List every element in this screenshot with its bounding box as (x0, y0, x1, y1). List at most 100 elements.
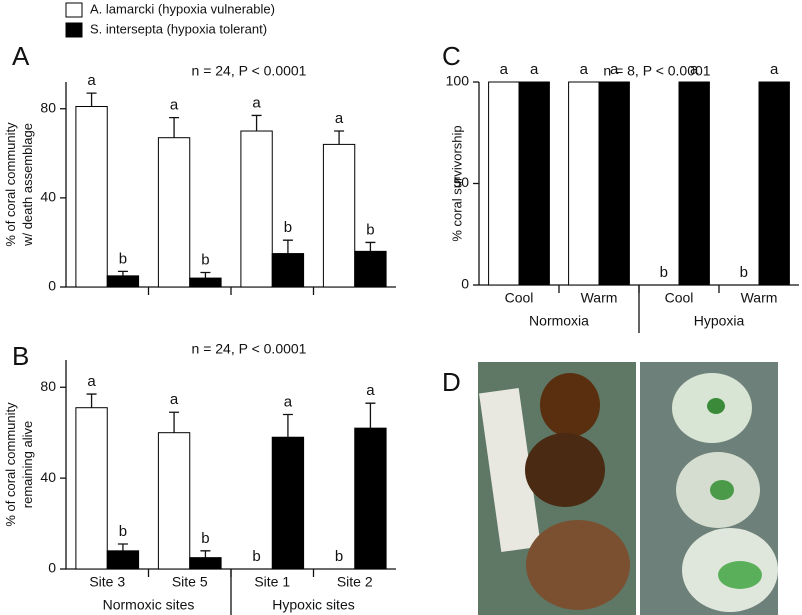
bar (240, 130, 273, 288)
error-bar (251, 114, 262, 132)
group-label: Normoxia (529, 313, 589, 329)
y-axis-label: % of coral community (3, 402, 18, 527)
tissue (710, 480, 734, 500)
annotation: n = 24, P < 0.0001 (192, 341, 307, 357)
bar (322, 143, 356, 288)
panel-label: C (442, 41, 461, 71)
coral (526, 520, 630, 610)
bar (157, 432, 191, 570)
y-tick-label: 100 (446, 73, 470, 89)
bar (488, 81, 520, 286)
significance-letter: a (87, 373, 96, 390)
y-axis-label: remaining alive (20, 421, 35, 508)
tissue (707, 398, 725, 414)
significance-letter: a (87, 72, 96, 89)
y-tick-label: 80 (40, 99, 56, 115)
y-tick-label: 50 (453, 174, 469, 190)
group-label: Hypoxia (694, 313, 745, 329)
error-bar (282, 413, 293, 438)
significance-letter: b (119, 250, 127, 267)
significance-letter: b (335, 548, 343, 565)
bar (354, 250, 387, 288)
axis-line (65, 360, 396, 570)
x-tick-label: Cool (665, 290, 694, 306)
bar (758, 81, 790, 286)
y-tick-label: 40 (40, 189, 56, 205)
panel-label: B (12, 341, 29, 371)
error-bar (86, 92, 97, 107)
y-tick-label: 0 (48, 560, 56, 576)
y-tick-label: 0 (461, 276, 469, 292)
error-bar (200, 550, 211, 558)
significance-letter: b (740, 264, 748, 281)
bar (106, 550, 140, 570)
x-tick-label: Site 2 (337, 574, 373, 590)
legend-swatch (65, 2, 83, 18)
y-axis-label: % of coral community (3, 122, 18, 247)
bar (75, 407, 108, 570)
significance-letter: b (660, 264, 668, 281)
photo (478, 362, 778, 615)
error-bar (334, 130, 345, 145)
error-bar (169, 411, 180, 433)
significance-letter: b (119, 523, 127, 540)
error-bar (86, 393, 97, 408)
significance-letter: a (170, 391, 179, 408)
significance-letter: a (170, 97, 179, 114)
group-label: Normoxic sites (103, 597, 195, 613)
y-tick-label: 80 (40, 378, 56, 394)
significance-letter: b (366, 221, 374, 238)
error-bar (282, 239, 293, 254)
annotation: n = 8, P < 0.0001 (603, 63, 710, 79)
annotation: n = 24, P < 0.0001 (192, 63, 307, 79)
bar (271, 253, 305, 288)
significance-letter: a (690, 61, 699, 78)
bar (189, 557, 222, 570)
group-label: Hypoxic sites (272, 597, 354, 613)
y-axis-label: w/ death assemblage (20, 123, 35, 247)
bar (271, 436, 305, 570)
x-tick-label: Site 5 (172, 574, 208, 590)
legend-swatch (65, 22, 83, 38)
tissue (718, 561, 762, 589)
y-tick-label: 40 (40, 469, 56, 485)
error-bar (117, 543, 128, 551)
bar (568, 81, 600, 286)
significance-letter: a (284, 393, 293, 410)
significance-letter: b (284, 219, 292, 236)
y-axis-label: % coral survivorship (449, 125, 464, 241)
coral (525, 433, 605, 507)
bar (106, 275, 140, 288)
y-tick-label: 0 (48, 278, 56, 294)
error-bar (117, 270, 128, 276)
significance-letter: a (252, 94, 261, 111)
x-tick-label: Site 1 (254, 574, 290, 590)
bar (354, 427, 387, 570)
error-bar (200, 271, 211, 279)
ruler (479, 387, 541, 553)
significance-letter: a (580, 61, 589, 78)
significance-letter: a (530, 61, 539, 78)
significance-letter: b (201, 251, 209, 268)
significance-letter: a (610, 61, 619, 78)
bar (75, 106, 108, 288)
significance-letter: a (500, 61, 509, 78)
bar (518, 81, 550, 286)
bar (598, 81, 630, 286)
error-bar (365, 241, 376, 252)
coral (540, 373, 600, 437)
error-bar (365, 402, 376, 429)
x-tick-label: Cool (505, 290, 534, 306)
panel-label: A (12, 41, 30, 71)
legend-label: S. intersepta (hypoxia tolerant) (90, 21, 267, 36)
bar (157, 137, 191, 288)
significance-letter: b (252, 548, 260, 565)
significance-letter: a (770, 61, 779, 78)
bar (678, 81, 710, 286)
x-tick-label: Site 3 (89, 574, 125, 590)
significance-letter: a (335, 110, 344, 127)
significance-letter: a (366, 382, 375, 399)
bar (189, 277, 222, 288)
significance-letter: b (201, 530, 209, 547)
